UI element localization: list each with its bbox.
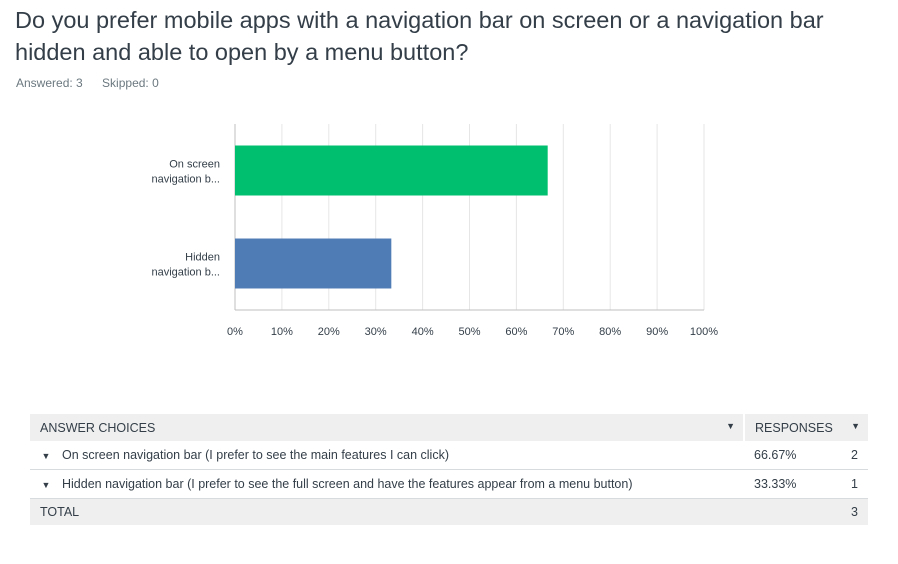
total-label: TOTAL (30, 498, 744, 525)
x-tick-label: 90% (646, 326, 668, 338)
category-label: navigation b... (152, 174, 221, 186)
answer-choices-header[interactable]: ANSWER CHOICES ▼ (30, 414, 745, 441)
answer-choice-text: On screen navigation bar (I prefer to se… (62, 448, 449, 462)
x-tick-label: 40% (412, 326, 434, 338)
skipped-count: Skipped: 0 (102, 76, 159, 90)
answer-choice-text: Hidden navigation bar (I prefer to see t… (62, 477, 633, 491)
question-title: Do you prefer mobile apps with a navigat… (15, 7, 824, 65)
table-row: ▼ On screen navigation bar (I prefer to s… (30, 441, 868, 470)
x-tick-label: 60% (505, 326, 527, 338)
category-label: navigation b... (152, 267, 221, 279)
caret-down-icon[interactable]: ▼ (41, 451, 51, 461)
answer-choices-header-label: ANSWER CHOICES (40, 420, 156, 435)
answer-table: ANSWER CHOICES ▼ RESPONSES ▼ ▼ On screen … (30, 414, 868, 525)
response-percent: 33.33% (744, 469, 824, 499)
total-spacer (744, 498, 824, 525)
responses-header-label: RESPONSES (755, 420, 833, 435)
responses-header[interactable]: RESPONSES ▼ (744, 414, 868, 441)
table-row: ▼ Hidden navigation bar (I prefer to see … (30, 469, 868, 499)
category-label: Hidden (185, 252, 220, 264)
response-percent: 66.67% (744, 441, 824, 470)
x-tick-label: 30% (365, 326, 387, 338)
x-tick-label: 70% (552, 326, 574, 338)
total-row: TOTAL 3 (30, 498, 868, 525)
bar-chart: 0% 10% 20% 30% 40% 50% 60% 70% 80% 90% 100% On scre… (152, 124, 718, 338)
response-count: 1 (824, 469, 868, 499)
category-label: On screen (169, 159, 220, 171)
answer-choice-cell: ▼ On screen navigation bar (I prefer to s… (30, 441, 744, 470)
x-tick-label: 100% (690, 326, 718, 338)
response-stats: Answered: 3 Skipped: 0 (16, 76, 175, 90)
bar[interactable] (235, 238, 392, 289)
answer-choice-cell: ▼ Hidden navigation bar (I prefer to see … (30, 469, 744, 499)
x-tick-label: 80% (599, 326, 621, 338)
bar[interactable] (235, 145, 548, 196)
total-count: 3 (824, 498, 868, 525)
sort-arrow-icon[interactable]: ▼ (726, 421, 735, 431)
response-count: 2 (824, 441, 868, 470)
x-tick-label: 20% (318, 326, 340, 338)
x-tick-label: 0% (227, 326, 243, 338)
x-tick-label: 50% (458, 326, 480, 338)
answered-count: Answered: 3 (16, 76, 83, 90)
table-header-row: ANSWER CHOICES ▼ RESPONSES ▼ (30, 414, 868, 441)
sort-arrow-icon[interactable]: ▼ (851, 421, 860, 431)
caret-down-icon[interactable]: ▼ (41, 480, 51, 490)
x-tick-label: 10% (271, 326, 293, 338)
